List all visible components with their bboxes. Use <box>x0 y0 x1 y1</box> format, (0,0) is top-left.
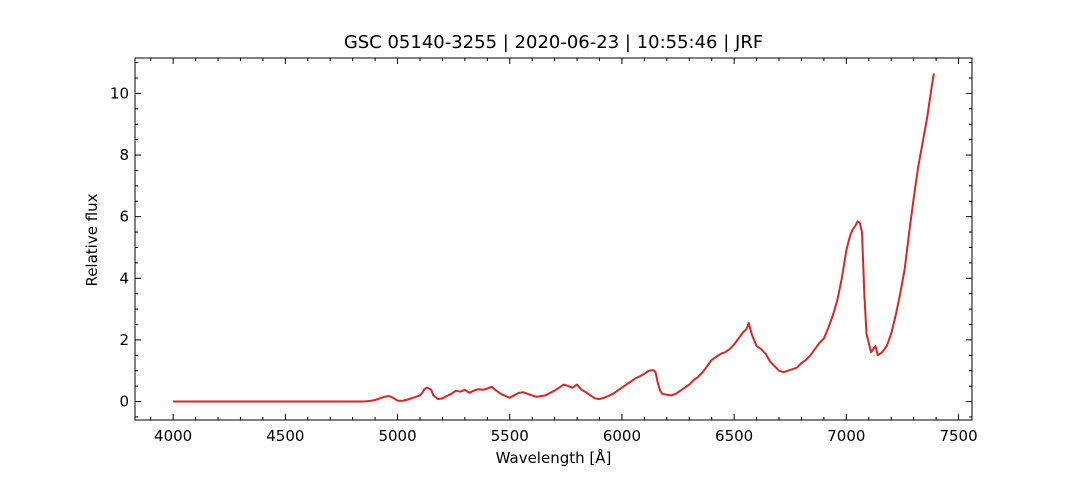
y-tick-label: 0 <box>119 393 129 411</box>
x-tick-label: 6000 <box>603 427 641 445</box>
y-tick-label: 8 <box>119 146 129 164</box>
y-tick-label: 2 <box>119 331 129 349</box>
axis-tick-labels: 4000 4500 5000 5500 6000 6500 7000 7500 0 2 4 6 8 10 <box>110 84 978 445</box>
x-tick-label: 7000 <box>827 427 865 445</box>
spectrum-line <box>173 73 935 403</box>
y-tick-label: 6 <box>119 208 129 226</box>
axis-ticks <box>135 58 972 420</box>
y-tick-label: 4 <box>119 269 129 287</box>
x-tick-label: 6500 <box>715 427 753 445</box>
x-axis-label: Wavelength [Å] <box>496 448 612 467</box>
x-tick-label: 7500 <box>939 427 977 445</box>
chart-title: GSC 05140-3255 | 2020-06-23 | 10:55:46 |… <box>344 32 763 53</box>
plot-frame <box>134 57 973 421</box>
x-tick-label: 5500 <box>491 427 529 445</box>
x-tick-label: 5000 <box>378 427 416 445</box>
y-axis-label: Relative flux <box>83 193 101 286</box>
x-tick-label: 4000 <box>154 427 192 445</box>
x-tick-label: 4500 <box>266 427 304 445</box>
y-tick-label: 10 <box>110 84 129 102</box>
